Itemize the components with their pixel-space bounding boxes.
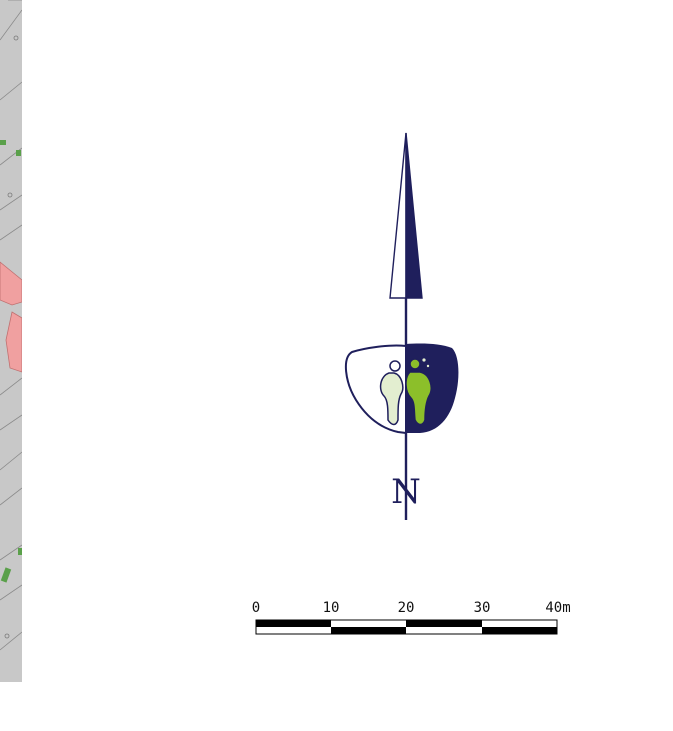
map-view[interactable]: [0, 0, 22, 682]
scale-segment: [256, 627, 331, 634]
scale-segment: [256, 620, 331, 627]
scale-segment: [406, 627, 482, 634]
scale-label-20: 20: [398, 600, 415, 616]
scale-label-0: 0: [252, 600, 260, 616]
scale-label-30: 30: [474, 600, 491, 616]
north-label: N: [391, 472, 421, 512]
scale-label-10: 10: [323, 600, 340, 616]
scale-label-40m: 40m: [545, 600, 570, 616]
scale-segment: [331, 627, 406, 634]
scale-segment: [331, 620, 406, 627]
north-arrow-icon: N: [340, 128, 470, 528]
scale-segment: [482, 620, 557, 627]
vegetation: [16, 150, 21, 156]
scale-segment: [482, 627, 557, 634]
vegetation: [0, 140, 6, 145]
logo-emblem-icon: [346, 343, 459, 433]
scale-segment: [406, 620, 482, 627]
scale-bar-icon: 0 10 20 30 40m: [248, 594, 588, 638]
vegetation: [18, 548, 22, 555]
